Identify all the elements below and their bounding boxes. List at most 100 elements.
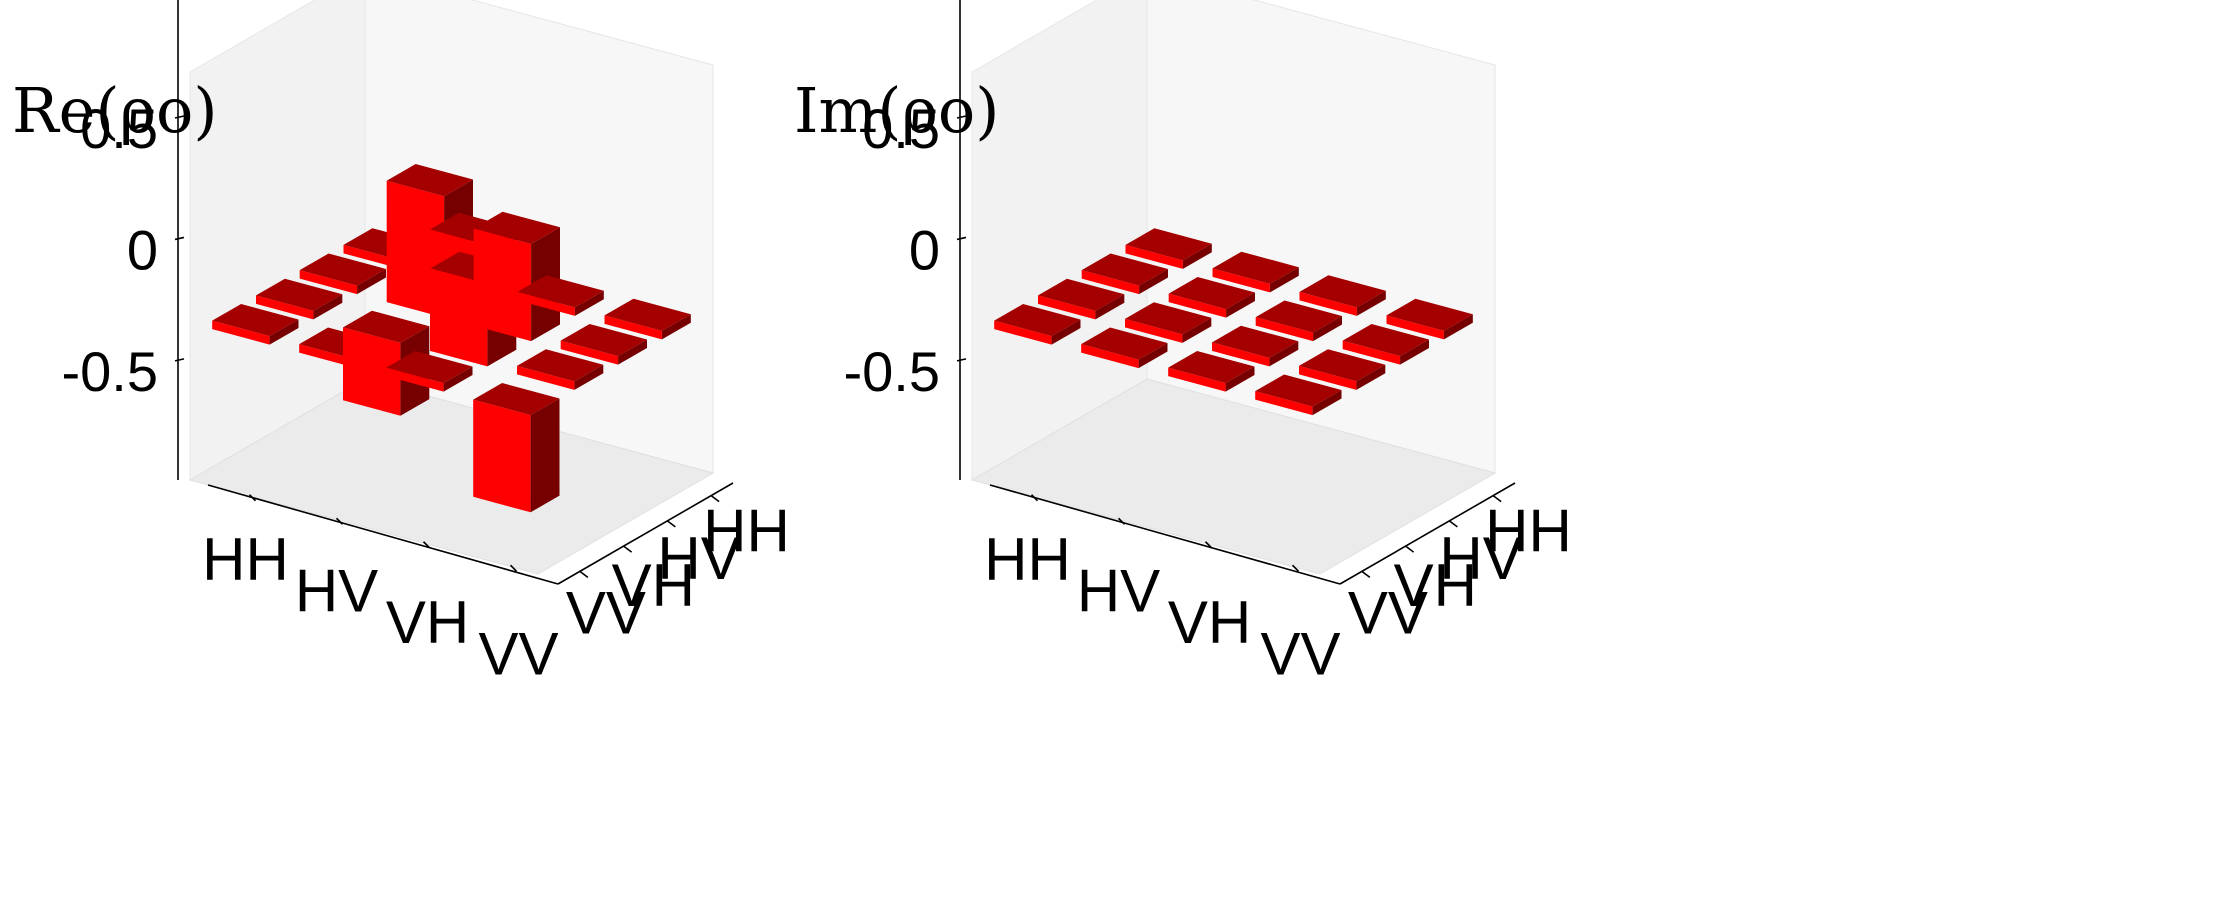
y-tick xyxy=(1405,545,1415,553)
bar-top-face xyxy=(1125,228,1212,261)
x-tick xyxy=(422,541,431,549)
floor-pane xyxy=(970,378,1497,575)
y-tick-label: VH xyxy=(612,552,695,619)
bars xyxy=(212,164,691,513)
bar-front-face xyxy=(299,344,357,369)
bar xyxy=(517,275,604,316)
bar-top-face xyxy=(1299,349,1386,382)
bar-top-face xyxy=(473,383,560,416)
bar-front-face xyxy=(386,367,444,392)
x-tick-label: VV xyxy=(478,620,558,687)
y-tick xyxy=(1492,494,1502,503)
x-tick-label: VH xyxy=(1168,589,1251,656)
bar xyxy=(1081,253,1168,295)
bar-top-face xyxy=(343,310,430,343)
bar-top-face xyxy=(386,164,473,197)
bar-side-face xyxy=(618,339,647,365)
bar-front-face xyxy=(1212,342,1270,367)
z-tick xyxy=(956,236,967,241)
bar-top-face xyxy=(1342,324,1429,357)
bar-top-face xyxy=(560,324,647,357)
bar xyxy=(560,324,647,365)
bar-side-face xyxy=(1356,364,1386,390)
bar-front-face xyxy=(1168,367,1226,392)
bar xyxy=(1299,275,1386,316)
bar xyxy=(517,349,604,390)
bar-top-face xyxy=(1255,300,1342,333)
z-tick-label: 0.5 xyxy=(80,97,158,160)
bar xyxy=(1255,300,1342,342)
bar-side-face xyxy=(574,364,604,390)
z-tick-label: 0.5 xyxy=(862,97,940,160)
x-tick-label: HV xyxy=(295,557,378,624)
bar-top-face xyxy=(299,253,386,286)
x-tick xyxy=(1030,494,1039,502)
bar xyxy=(1255,374,1342,416)
bar-top-face xyxy=(1038,278,1125,311)
bar-front-face xyxy=(1342,340,1401,365)
bar-side-face xyxy=(574,290,604,316)
x-tick-label: VV xyxy=(1260,620,1340,687)
bar xyxy=(386,351,473,392)
bar-side-face xyxy=(1313,316,1342,342)
bar-side-face xyxy=(1269,267,1299,293)
bar xyxy=(473,383,560,513)
z-tick xyxy=(956,115,967,119)
bar-front-face xyxy=(386,180,445,318)
bar xyxy=(212,304,299,345)
bar-side-face xyxy=(1400,339,1429,365)
z-tick-label: -0.5 xyxy=(62,340,159,403)
bar-top-face xyxy=(517,349,604,382)
bar-front-face xyxy=(1125,244,1183,269)
bar-side-face xyxy=(1269,341,1299,367)
bar-side-face xyxy=(1138,343,1168,369)
bar-top-face xyxy=(1168,351,1255,384)
bar-side-face xyxy=(443,366,473,392)
bar xyxy=(1212,251,1299,293)
bar-side-face xyxy=(661,314,691,340)
bar xyxy=(299,253,386,295)
bar-front-face xyxy=(517,365,575,390)
z-tick-label: 0 xyxy=(909,218,940,281)
bar xyxy=(1212,325,1299,367)
bar-front-face xyxy=(1168,293,1227,318)
bar xyxy=(1342,324,1429,365)
bar-side-face xyxy=(1226,292,1255,318)
bars xyxy=(994,228,1473,416)
y-tick-label: HV xyxy=(657,525,740,592)
x-tick xyxy=(509,564,518,572)
bar-side-face xyxy=(530,398,560,513)
bar-side-face xyxy=(269,319,299,345)
bar-top-face xyxy=(212,304,299,337)
x-tick xyxy=(335,517,344,525)
bar-top-face xyxy=(256,278,343,311)
y-axis-line xyxy=(1339,482,1516,585)
bar-front-face xyxy=(1299,291,1357,316)
z-tick-label: -0.5 xyxy=(844,340,941,403)
x-tick xyxy=(1204,541,1213,549)
bar xyxy=(1168,277,1255,318)
z-tick xyxy=(174,236,185,241)
y-tick xyxy=(1361,570,1371,579)
bar-side-face xyxy=(357,269,386,295)
bar-front-face xyxy=(212,320,270,345)
bar-top-face xyxy=(1299,275,1386,308)
chart-title: Im(ρo) xyxy=(794,74,999,147)
chart-title: Re(ρo) xyxy=(12,74,218,147)
x-tick xyxy=(248,494,257,502)
bar-front-face xyxy=(1255,391,1313,416)
bar-front-face xyxy=(1081,270,1140,295)
bar-front-face xyxy=(473,399,531,513)
y-tick-label: HV xyxy=(1439,525,1522,592)
x-tick xyxy=(1291,564,1300,572)
bar xyxy=(604,298,691,340)
bar-top-face xyxy=(1386,298,1473,331)
x-tick xyxy=(1117,517,1126,525)
bar-top-face xyxy=(1168,277,1255,310)
bar-front-face xyxy=(1038,295,1096,320)
bar-front-face xyxy=(994,320,1052,345)
bar-side-face xyxy=(1095,294,1125,320)
